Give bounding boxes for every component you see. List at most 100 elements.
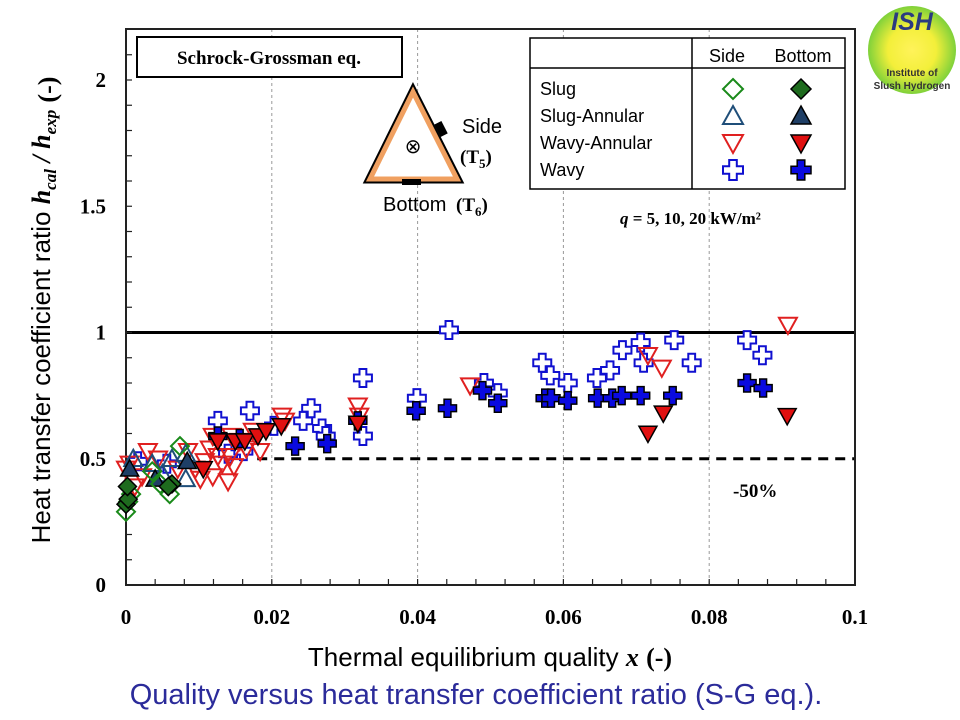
y-tick-label: 1	[96, 321, 107, 345]
point-slug-annular-side	[161, 447, 183, 467]
bottom-label: Bottom	[383, 194, 446, 216]
bottom-sensor	[402, 179, 421, 185]
point-slug-bottom	[117, 476, 138, 497]
point-wavy-annular-side	[217, 473, 239, 493]
x-tick-label: 0.02	[253, 605, 290, 629]
point-slug-annular-bottom	[176, 450, 198, 470]
point-wavy-bottom	[558, 390, 578, 411]
point-wavy-side	[438, 319, 459, 340]
point-wavy-side	[239, 400, 260, 421]
legend-marker-wavy-bottom	[790, 159, 812, 181]
point-wavy-side	[352, 426, 373, 447]
point-wavy-annular-bottom	[255, 423, 277, 442]
point-wavy-bottom	[472, 380, 493, 401]
method-label: Schrock-Grossman eq.	[177, 48, 361, 69]
point-wavy-annular-bottom	[347, 415, 369, 434]
condition-label: q = 5, 10, 20 kW/m²	[620, 209, 761, 228]
point-slug-annular-side	[141, 452, 163, 472]
point-wavy-bottom	[317, 433, 337, 454]
point-wavy-annular-side	[211, 455, 233, 475]
point-slug-bottom	[118, 489, 139, 510]
point-wavy-annular-bottom	[637, 425, 659, 445]
legend-marker-slug-annular-side	[721, 103, 745, 125]
data-points	[115, 316, 799, 523]
ish-logo: ISH Institute of Slush Hydrogen	[868, 6, 956, 94]
x-tick-label: 0.04	[399, 605, 436, 629]
point-wavy-side	[752, 345, 773, 366]
point-wavy-bottom	[437, 398, 458, 418]
point-wavy-side	[600, 360, 621, 381]
svg-text:Slush Hydrogen: Slush Hydrogen	[874, 81, 951, 92]
point-wavy-side	[557, 373, 578, 393]
svg-text:Institute of: Institute of	[886, 68, 938, 79]
svg-text:ISH: ISH	[891, 8, 934, 36]
legend-marker-wavy-annular-side	[721, 134, 745, 156]
point-wavy-side	[301, 398, 322, 419]
y-tick-label: 2	[96, 68, 107, 92]
point-wavy-side	[681, 352, 702, 373]
point-slug-annular-side	[151, 462, 174, 483]
legend-header-bottom: Bottom	[774, 46, 831, 66]
point-wavy-bottom	[737, 373, 757, 393]
legend-row-slug: Slug	[540, 79, 576, 99]
x-tick-label: 0.08	[691, 605, 728, 629]
x-tick-label: 0.1	[842, 605, 868, 629]
point-slug-side	[141, 460, 163, 482]
side-sensor-label: (T5)	[460, 147, 492, 171]
legend-marker-wavy-side	[722, 159, 744, 181]
point-wavy-annular-side	[219, 448, 241, 468]
side-label: Side	[462, 116, 502, 138]
point-slug-side	[169, 435, 191, 457]
legend: Side Bottom Slug Slug-Annular Wavy-Annul…	[529, 37, 846, 190]
point-wavy-side	[630, 332, 651, 353]
point-wavy-bottom	[541, 388, 561, 408]
legend-row-wavy-annular: Wavy-Annular	[540, 133, 652, 153]
minus-50-label: -50%	[733, 481, 777, 502]
legend-marker-slug-side	[721, 77, 745, 101]
x-axis-label: Thermal equilibrium quality x (-)	[308, 642, 672, 672]
point-slug-bottom	[158, 476, 179, 497]
point-wavy-side	[612, 340, 633, 361]
point-wavy-annular-side	[347, 397, 369, 417]
point-wavy-bottom	[285, 436, 305, 456]
point-wavy-bottom	[611, 385, 632, 406]
point-wavy-annular-side	[223, 458, 245, 478]
point-wavy-side	[156, 453, 177, 474]
point-wavy-bottom	[488, 393, 508, 413]
point-wavy-bottom	[663, 385, 683, 406]
point-wavy-annular-bottom	[776, 407, 798, 427]
point-slug-annular-side	[175, 467, 197, 488]
legend-row-slug-annular: Slug-Annular	[540, 106, 644, 126]
legend-header-side: Side	[709, 46, 745, 66]
axis-ticks: 0 0.02 0.04 0.06 0.08 0.1 0 0.5 1 1.5 2	[80, 54, 868, 629]
point-wavy-bottom	[406, 401, 426, 421]
method-label-box: Schrock-Grossman eq.	[136, 36, 403, 78]
y-axis-label: Heat transfer coefficient ratio hcal / h…	[26, 77, 62, 544]
point-wavy-side	[664, 330, 685, 351]
x-tick-label: 0.06	[545, 605, 582, 629]
y-tick-label: 0	[96, 573, 107, 597]
point-wavy-bottom	[630, 385, 651, 406]
point-wavy-annular-bottom	[192, 460, 214, 480]
y-tick-label: 0.5	[80, 447, 106, 471]
point-wavy-annular-bottom	[652, 405, 674, 424]
point-wavy-side	[293, 410, 314, 431]
point-wavy-annular-side	[147, 450, 169, 470]
point-wavy-annular-side	[249, 442, 271, 463]
point-wavy-annular-side	[637, 347, 659, 367]
point-wavy-side	[352, 367, 373, 388]
point-wavy-side	[633, 352, 654, 373]
point-wavy-annular-side	[131, 468, 153, 488]
point-wavy-bottom	[753, 378, 773, 398]
point-wavy-annular-side	[651, 359, 673, 379]
reference-lines	[126, 331, 855, 461]
point-slug-side	[115, 501, 137, 523]
slide-title: Quality versus heat transfer coefficient…	[130, 679, 823, 711]
point-wavy-side	[540, 365, 561, 386]
point-wavy-side	[737, 330, 758, 351]
legend-marker-slug-bottom	[789, 77, 813, 101]
point-wavy-annular-bottom	[271, 417, 292, 437]
bottom-sensor-label: (T6)	[456, 195, 488, 219]
flow-direction-icon: ⊗	[405, 136, 422, 158]
